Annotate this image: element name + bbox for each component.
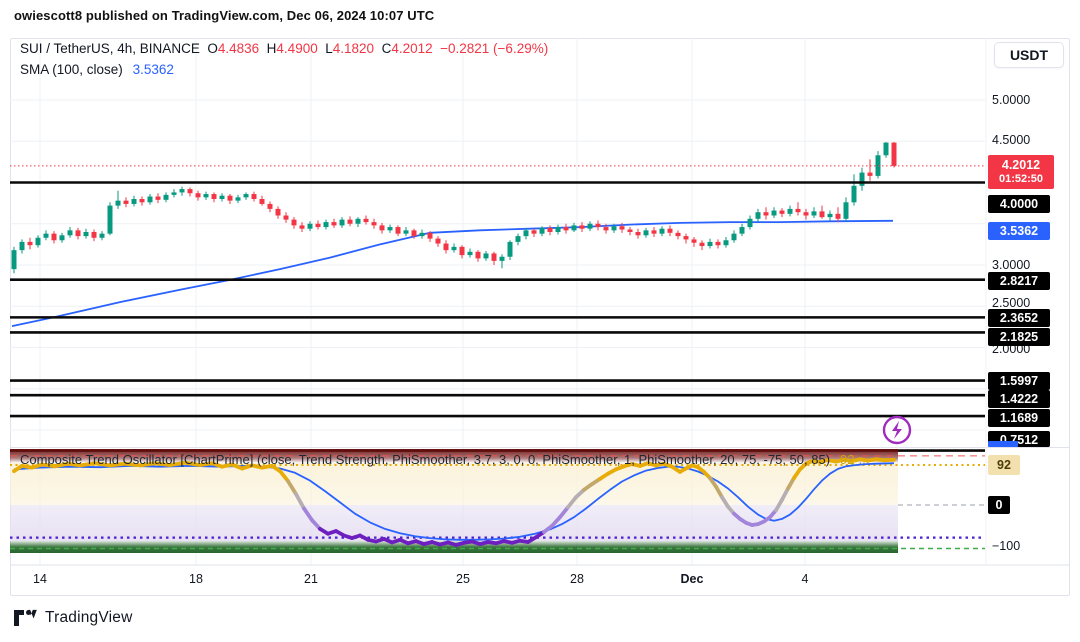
chart-widget-frame	[10, 38, 1070, 596]
level-price-badge: 1.4222	[988, 390, 1050, 408]
price-tick-label: 3.0000	[992, 258, 1031, 272]
time-tick-label: 4	[801, 572, 809, 586]
publish-caption: owiescott8 published on TradingView.com,…	[14, 8, 435, 23]
sma-value-badge: 3.5362	[988, 222, 1050, 240]
currency-toggle-button[interactable]: USDT	[994, 42, 1064, 68]
close-value: 4.2012	[391, 41, 433, 56]
time-tick-label: 25	[456, 572, 470, 586]
open-value: 4.4836	[217, 41, 260, 56]
tradingview-logo-icon[interactable]	[14, 608, 38, 628]
close-label: C	[381, 41, 392, 56]
countdown-timer: 01:52:50	[998, 173, 1044, 185]
time-tick-label: 28	[570, 572, 584, 586]
level-price-badge: 2.8217	[988, 272, 1050, 290]
change-value: −0.2821 (−6.29%)	[440, 41, 549, 56]
sma-value: 3.5362	[132, 62, 174, 77]
level-price-badge: 2.3652	[988, 309, 1050, 327]
tradingview-wordmark[interactable]: TradingView	[45, 609, 133, 626]
last-price-badge: 4.2012 01:52:50	[988, 155, 1054, 189]
oscillator-legend-row[interactable]: Composite Trend Oscillator [ChartPrime] …	[20, 452, 869, 467]
oscillator-zero-badge: 0	[988, 496, 1010, 514]
footer: TradingView	[14, 608, 133, 628]
high-value: 4.4900	[276, 41, 318, 56]
oscillator-title[interactable]: Composite Trend Oscillator [ChartPrime] …	[20, 452, 831, 467]
time-tick-label: 21	[304, 572, 318, 586]
time-tick-label: Dec	[680, 572, 704, 586]
low-value: 4.1820	[332, 41, 375, 56]
level-price-badge: 4.0000	[988, 195, 1050, 213]
price-tick-label: 2.5000	[992, 296, 1031, 310]
oscillator-value-badge: 92	[988, 455, 1020, 475]
high-label: H	[266, 41, 277, 56]
price-tick-label: 4.5000	[992, 133, 1031, 147]
price-tick-label: 5.0000	[992, 93, 1031, 107]
time-tick-label: 14	[33, 572, 47, 586]
oscillator-ellipsis[interactable]: ...	[858, 452, 870, 467]
symbol-legend-row[interactable]: SUI / TetherUS, 4h, BINANCE O4.4836 H4.4…	[20, 41, 548, 56]
clipped-blue-label	[988, 441, 1018, 447]
level-price-badge: 2.1825	[988, 328, 1050, 346]
oscillator-value-readout: 92	[840, 452, 855, 467]
low-label: L	[325, 41, 333, 56]
time-tick-label: 18	[189, 572, 203, 586]
symbol-title[interactable]: SUI / TetherUS, 4h, BINANCE	[20, 41, 200, 56]
sma-label[interactable]: SMA (100, close)	[20, 62, 123, 77]
sma-legend-row[interactable]: SMA (100, close) 3.5362	[20, 62, 174, 77]
oscillator-floor-label: −100	[992, 539, 1021, 553]
level-price-badge: 1.5997	[988, 372, 1050, 390]
open-label: O	[207, 41, 218, 56]
level-price-badge: 1.1689	[988, 409, 1050, 427]
